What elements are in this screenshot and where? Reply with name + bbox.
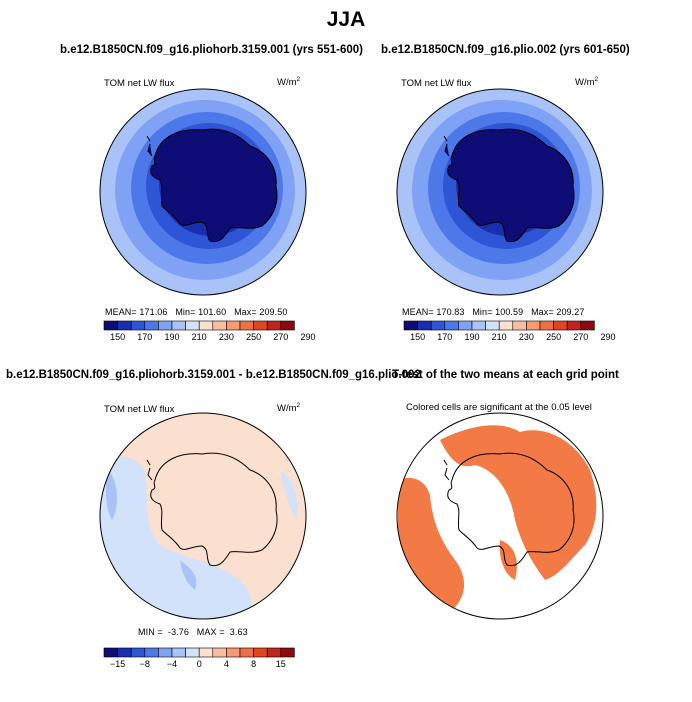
colorbar-swatch xyxy=(171,320,186,331)
colorbar-swatch xyxy=(458,320,473,331)
negative-anomaly-region xyxy=(105,470,117,520)
colorbar-swatch xyxy=(430,320,446,331)
colorbar-tick-label: −15 xyxy=(110,659,125,669)
map-border xyxy=(99,412,307,620)
negative-anomaly-region xyxy=(180,560,197,590)
colorbar-tick-label: 290 xyxy=(300,332,315,342)
significance-note: Colored cells are significant at the 0.0… xyxy=(406,402,592,413)
colorbar-bottom-left: −15 −8 −4 0 4 8 15 xyxy=(103,647,295,669)
colorbar-tick-label: 170 xyxy=(437,332,452,342)
variable-label-bottom-left: TOM net LW flux xyxy=(104,404,175,415)
significant-region xyxy=(499,540,517,580)
units-label-top-right: W/m2 xyxy=(575,76,599,89)
colorbar-swatch xyxy=(117,647,132,658)
stats-bottom-left: MIN = -3.76 MAX = 3.63 xyxy=(138,627,248,637)
colorbar-tick-label: −4 xyxy=(167,659,177,669)
colorbar-tick-label: 8 xyxy=(251,659,256,669)
colorbar-swatch xyxy=(198,647,214,658)
colorbar-tick-label: 190 xyxy=(464,332,479,342)
variable-label-top-left: TOM net LW flux xyxy=(104,78,175,89)
colorbar-top-right: 150 170 190 210 230 250 270 290 xyxy=(403,320,616,342)
variable-label-top-right: TOM net LW flux xyxy=(401,78,472,89)
colorbar-swatch xyxy=(485,320,500,331)
colorbar-swatch xyxy=(239,647,254,658)
units-label-bottom-left: W/m2 xyxy=(277,402,301,415)
map-top-left xyxy=(99,88,307,296)
colorbar-swatch xyxy=(539,320,554,331)
colorbar-swatch xyxy=(498,320,514,331)
colorbar-tick-label: 230 xyxy=(219,332,234,342)
colorbar-swatch xyxy=(185,647,200,658)
colorbar-tick-label: 290 xyxy=(600,332,615,342)
colorbar-tick-label: 170 xyxy=(137,332,152,342)
negative-anomaly-region xyxy=(280,470,298,520)
map-border xyxy=(99,88,307,296)
colorbar-swatch xyxy=(580,320,595,331)
colorbar-tick-label: 210 xyxy=(192,332,207,342)
colorbar-tick-label: 230 xyxy=(519,332,534,342)
map-border xyxy=(396,88,604,296)
colorbar-swatch xyxy=(212,320,227,331)
colorbar-swatch xyxy=(471,320,486,331)
stats-top-left: MEAN= 171.06 Min= 101.60 Max= 209.50 xyxy=(105,307,288,317)
stats-top-right: MEAN= 170.83 Min= 100.59 Max= 209.27 xyxy=(402,307,585,317)
colorbar-tick-label: 4 xyxy=(224,659,229,669)
colorbar-swatch xyxy=(130,647,146,658)
colorbar-swatch xyxy=(144,320,159,331)
colorbar-swatch xyxy=(117,320,132,331)
colorbar-tick-label: 250 xyxy=(546,332,561,342)
panel-title-top-left: b.e12.B1850CN.f09_g16.pliohorb.3159.001 … xyxy=(60,44,363,56)
significant-region xyxy=(440,425,597,580)
map-bottom-left xyxy=(99,412,307,620)
colorbar-swatch xyxy=(103,647,118,658)
colorbar-swatch xyxy=(198,320,214,331)
colorbar-tick-label: 150 xyxy=(110,332,125,342)
colorbar-swatch xyxy=(158,647,173,658)
colorbar-swatch xyxy=(144,647,159,658)
colorbar-swatch xyxy=(444,320,459,331)
colorbar-swatch xyxy=(253,647,268,658)
panel-title-top-right: b.e12.B1850CN.f09_g16.plio.002 (yrs 601-… xyxy=(381,44,630,56)
colorbar-swatch xyxy=(158,320,173,331)
colorbar-tick-label: 250 xyxy=(246,332,261,342)
colorbar-swatch xyxy=(103,320,118,331)
colorbar-swatch xyxy=(226,320,241,331)
panel-title-bottom-right: T-test of the two means at each grid poi… xyxy=(392,369,619,381)
colorbar-tick-label: 0 xyxy=(197,659,202,669)
colorbar-swatch xyxy=(130,320,146,331)
colorbar-tick-label: 15 xyxy=(276,659,286,669)
colorbar-tick-label: 150 xyxy=(410,332,425,342)
units-label-top-left: W/m2 xyxy=(277,76,301,89)
map-bottom-right xyxy=(396,412,604,620)
figure-title: JJA xyxy=(326,8,366,31)
map-border xyxy=(396,412,604,620)
colorbar-tick-label: 190 xyxy=(164,332,179,342)
colorbar-swatch xyxy=(526,320,541,331)
colorbar-tick-label: 210 xyxy=(492,332,507,342)
panel-title-bottom-left: b.e12.B1850CN.f09_g16.pliohorb.3159.001 … xyxy=(6,369,421,381)
colorbar-tick-label: −8 xyxy=(140,659,150,669)
colorbar-swatch xyxy=(266,320,282,331)
map-top-right xyxy=(396,88,604,296)
colorbar-swatch xyxy=(512,320,527,331)
colorbar-swatch xyxy=(553,320,568,331)
colorbar-swatch xyxy=(185,320,200,331)
colorbar-swatch xyxy=(239,320,254,331)
colorbar-tick-label: 270 xyxy=(573,332,588,342)
colorbar-swatch xyxy=(566,320,582,331)
colorbar-tick-label: 270 xyxy=(273,332,288,342)
colorbar-top-left: 150 170 190 210 230 250 270 290 xyxy=(103,320,316,342)
colorbar-swatch xyxy=(171,647,186,658)
colorbar-swatch xyxy=(280,647,295,658)
colorbar-swatch xyxy=(403,320,418,331)
colorbar-swatch xyxy=(212,647,227,658)
colorbar-swatch xyxy=(266,647,282,658)
colorbar-swatch xyxy=(280,320,295,331)
colorbar-swatch xyxy=(417,320,432,331)
colorbar-swatch xyxy=(226,647,241,658)
colorbar-swatch xyxy=(253,320,268,331)
